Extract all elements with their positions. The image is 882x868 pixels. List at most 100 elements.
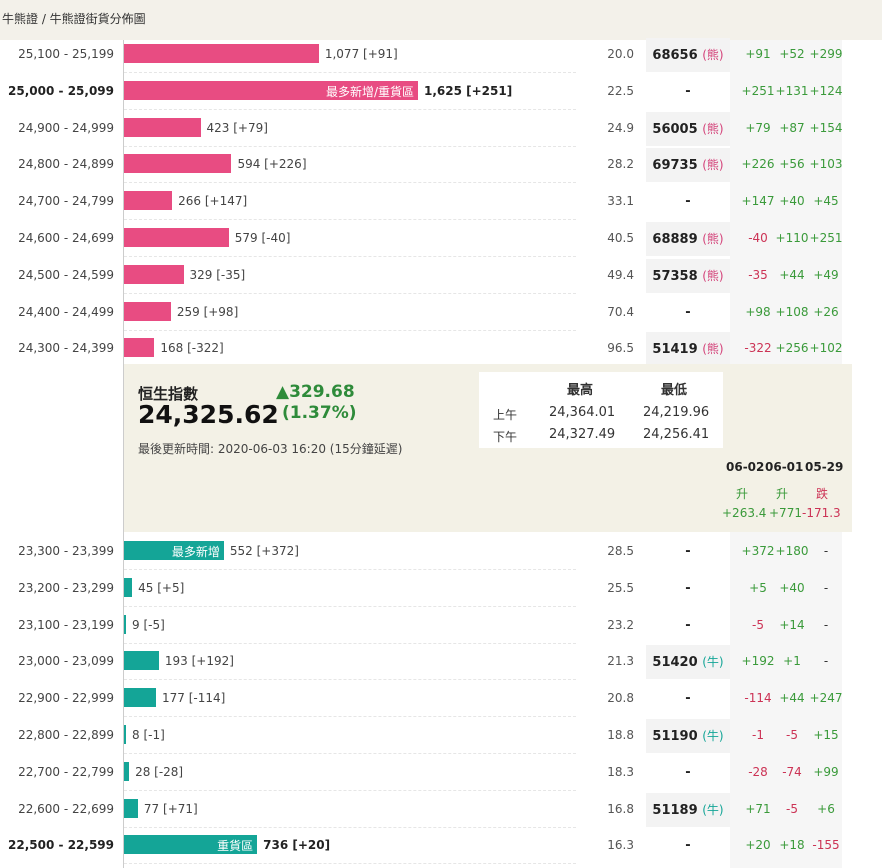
change-day-2: +18 (779, 838, 805, 853)
warrant-type-tag: (牛) (702, 802, 724, 817)
quantity-label: 552 [+372] (229, 544, 299, 558)
price-range: 24,800 - 24,899 (18, 157, 114, 172)
change-day-2: -5 (786, 728, 798, 742)
daily-change-1: +263.4 (722, 506, 767, 520)
quantity-bar (124, 614, 126, 634)
quantity-bar (124, 117, 201, 137)
code-number: 57358 (652, 268, 698, 284)
percent-value: 96.5 (607, 341, 634, 356)
change-day-1: +372 (741, 544, 775, 558)
direction-2: 升 (776, 487, 789, 501)
change-day-2: +256 (775, 341, 809, 356)
percent-value: 25.5 (607, 580, 634, 595)
warrant-code[interactable]: 57358 (熊) (646, 258, 730, 293)
percent-value: 20.0 (607, 47, 634, 61)
percent-value: 24.9 (607, 120, 634, 135)
quantity-bar (124, 264, 184, 284)
table-row: 23,300 - 23,399 最多新增 552 [+372] 28.5 - +372 +1… (0, 534, 882, 570)
change-day-2: +44 (779, 691, 805, 706)
change-day-2: +40 (779, 580, 805, 595)
price-range: 24,300 - 24,399 (18, 341, 114, 356)
table-row: 24,300 - 24,399 168 [-322] 96.5 51419 (熊) -3… (0, 331, 882, 368)
table-row: 22,800 - 22,899 8 [-1] 18.8 51190 (牛) -1 -5 +1… (0, 718, 882, 754)
change-day-1: -40 (748, 231, 768, 245)
change-day-2: +87 (779, 120, 805, 135)
row-divider (124, 72, 576, 73)
quantity-label: 736 [+20] (263, 838, 331, 853)
warrant-code[interactable]: 69735 (熊) (646, 148, 730, 183)
warrant-code: - (646, 609, 730, 643)
change-day-1: -35 (748, 267, 768, 282)
change-day-2: +14 (779, 617, 805, 632)
change-day-2: -74 (782, 764, 802, 779)
warrant-type-tag: (牛) (702, 729, 724, 743)
price-range: 23,200 - 23,299 (18, 580, 114, 595)
high-header: 最高 (567, 383, 594, 398)
direction-1: 升 (736, 487, 749, 501)
breadcrumb: 牛熊證 / 牛熊證街貨分佈圖 (0, 0, 882, 40)
change-day-3: - (823, 580, 829, 595)
code-number: 68656 (652, 48, 698, 63)
change-day-3: +299 (809, 47, 843, 61)
warrant-code[interactable]: 51190 (牛) (646, 719, 730, 753)
quantity-bar: 最多新增 (124, 541, 224, 560)
change-day-1: +91 (745, 47, 771, 61)
code-number: 51419 (652, 342, 698, 358)
quantity-bar (124, 338, 155, 358)
price-range: 24,400 - 24,499 (18, 304, 114, 319)
quantity-label: 177 [-114] (162, 691, 226, 706)
table-row: 23,200 - 23,299 45 [+5] 25.5 - +5 +40 - (0, 571, 882, 607)
change-day-3: +6 (817, 801, 835, 816)
quantity-label: 423 [+79] (206, 120, 268, 135)
change-column-background (730, 532, 842, 868)
change-day-1: -28 (748, 764, 768, 779)
quantity-bar: 重貨區 (124, 835, 258, 855)
warrant-code: - (646, 682, 730, 716)
bar-tag: 最多新增/重貨區 (325, 84, 414, 99)
row-divider (124, 329, 576, 331)
warrant-code: - (646, 535, 730, 569)
change-day-3: - (823, 544, 829, 558)
warrant-code: - (646, 296, 730, 330)
warrant-type-tag: (牛) (702, 655, 724, 670)
code-number: - (685, 544, 691, 559)
percent-value: 18.8 (607, 728, 634, 742)
table-row: 22,600 - 22,699 77 [+71] 16.8 51189 (牛) +71-… (0, 792, 882, 828)
quantity-bar (124, 761, 130, 781)
row-divider (124, 256, 576, 257)
quantity-bar (124, 577, 133, 597)
quantity-label: 45 [+5] (138, 580, 185, 595)
morning-label: 上午 (493, 408, 518, 422)
table-row: 22,500 - 22,599 重貨區 736 [+20] 16.3 - +20 +18 -1… (0, 828, 882, 865)
warrant-code[interactable]: 51419 (熊) (646, 332, 730, 367)
warrant-code[interactable]: 51420 (牛) (646, 645, 730, 680)
warrant-code: - (646, 185, 730, 219)
warrant-code[interactable]: 51189 (牛) (646, 792, 730, 827)
quantity-bar (124, 688, 157, 708)
warrant-code[interactable]: 68889 (熊) (646, 222, 730, 256)
change-day-3: +49 (813, 267, 839, 282)
row-divider (124, 219, 576, 221)
table-row: 23,000 - 23,099 193 [+192] 21.3 51420 (牛) +1… (0, 644, 882, 681)
percent-value: 28.5 (607, 544, 634, 558)
quantity-label: 594 [+226] (237, 157, 307, 172)
price-range: 24,600 - 24,699 (18, 231, 114, 245)
table-row: 22,700 - 22,799 28 [-28] 18.3 - -28 -74 +99 (0, 755, 882, 791)
percent-value: 49.4 (607, 267, 634, 282)
change-day-2: +180 (775, 544, 809, 558)
code-number: 68889 (652, 232, 698, 247)
table-row: 24,400 - 24,499 259 [+98] 70.4 - +98 +108 +26 (0, 295, 882, 331)
row-divider (124, 182, 576, 184)
price-range: 22,900 - 22,999 (18, 691, 114, 706)
change-day-1: +20 (745, 838, 771, 853)
warrant-code[interactable]: 68656 (熊) (646, 38, 730, 72)
code-number: 69735 (652, 158, 698, 174)
warrant-code[interactable]: 56005 (熊) (646, 111, 730, 146)
quantity-label: 193 [+192] (164, 654, 234, 669)
percent-value: 16.8 (607, 801, 634, 816)
price-range: 23,300 - 23,399 (18, 544, 114, 558)
quantity-bar (124, 725, 126, 744)
change-day-3: - (823, 654, 829, 669)
row-divider (124, 753, 576, 754)
quantity-bar (124, 228, 229, 247)
